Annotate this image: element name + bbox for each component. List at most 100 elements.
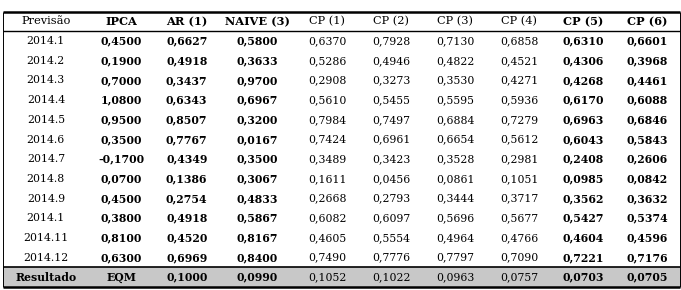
Text: 0,4306: 0,4306 — [563, 55, 604, 66]
Text: 0,3800: 0,3800 — [100, 213, 142, 224]
Text: 0,3500: 0,3500 — [236, 154, 278, 165]
Text: 2014.8: 2014.8 — [27, 174, 65, 184]
Text: 0,0990: 0,0990 — [237, 272, 278, 283]
Text: 0,9700: 0,9700 — [237, 75, 278, 86]
Text: 0,6170: 0,6170 — [563, 95, 604, 106]
Text: 0,6846: 0,6846 — [627, 114, 668, 125]
Text: 0,5610: 0,5610 — [308, 95, 347, 105]
Text: 0,6654: 0,6654 — [437, 135, 475, 144]
Text: 0,4964: 0,4964 — [437, 233, 475, 243]
Text: Previsão: Previsão — [21, 17, 71, 26]
Text: 0,1051: 0,1051 — [501, 174, 539, 184]
Text: 0,5677: 0,5677 — [501, 213, 539, 223]
Text: 0,0757: 0,0757 — [501, 272, 539, 282]
Text: 0,5612: 0,5612 — [501, 135, 539, 144]
Text: 0,2981: 0,2981 — [501, 154, 539, 164]
Text: 0,8100: 0,8100 — [100, 232, 142, 243]
Text: 0,4349: 0,4349 — [166, 154, 208, 165]
Text: 0,4461: 0,4461 — [627, 75, 668, 86]
Text: AR (1): AR (1) — [166, 16, 208, 27]
Text: 0,3717: 0,3717 — [501, 193, 539, 204]
Text: 0,6963: 0,6963 — [563, 114, 604, 125]
Text: 0,1611: 0,1611 — [308, 174, 347, 184]
Text: 2014.12: 2014.12 — [23, 253, 69, 262]
Text: 0,1386: 0,1386 — [166, 173, 208, 184]
Text: 0,0703: 0,0703 — [563, 272, 604, 283]
Text: 0,3528: 0,3528 — [437, 154, 475, 164]
Text: 0,5936: 0,5936 — [501, 95, 539, 105]
Text: 0,5427: 0,5427 — [563, 213, 604, 224]
Text: 0,3633: 0,3633 — [236, 55, 279, 66]
Text: 0,5800: 0,5800 — [237, 36, 278, 47]
Text: 0,4268: 0,4268 — [563, 75, 604, 86]
Text: 0,4605: 0,4605 — [308, 233, 347, 243]
Text: 0,7928: 0,7928 — [373, 36, 411, 46]
Text: 0,8400: 0,8400 — [237, 252, 278, 263]
Text: 0,3437: 0,3437 — [166, 75, 208, 86]
Text: 0,6082: 0,6082 — [308, 213, 347, 223]
Text: 0,5374: 0,5374 — [627, 213, 669, 224]
Text: 0,0705: 0,0705 — [627, 272, 668, 283]
Text: 0,3489: 0,3489 — [308, 154, 347, 164]
Text: 0,0842: 0,0842 — [627, 173, 668, 184]
Text: 0,4918: 0,4918 — [166, 213, 208, 224]
Text: 0,3968: 0,3968 — [627, 55, 668, 66]
Text: 0,1022: 0,1022 — [372, 272, 411, 282]
Text: Resultado: Resultado — [15, 272, 76, 283]
Text: 0,8507: 0,8507 — [166, 114, 208, 125]
Text: 0,4521: 0,4521 — [501, 56, 539, 66]
Text: 0,5595: 0,5595 — [437, 95, 475, 105]
Text: 2014.5: 2014.5 — [27, 115, 65, 125]
Text: 0,2668: 0,2668 — [308, 193, 347, 204]
Text: 0,7130: 0,7130 — [437, 36, 475, 46]
Text: 0,7490: 0,7490 — [308, 253, 347, 262]
Text: 0,3273: 0,3273 — [372, 75, 411, 86]
Text: 0,4833: 0,4833 — [236, 193, 278, 204]
Text: 0,7424: 0,7424 — [308, 135, 347, 144]
Text: 0,2754: 0,2754 — [166, 193, 208, 204]
Text: 0,4596: 0,4596 — [627, 232, 668, 243]
Text: 0,1900: 0,1900 — [100, 55, 142, 66]
Text: 0,2908: 0,2908 — [308, 75, 347, 86]
Text: 0,7000: 0,7000 — [100, 75, 142, 86]
Text: 0,5867: 0,5867 — [236, 213, 278, 224]
Text: 0,6310: 0,6310 — [563, 36, 604, 47]
Text: 0,3423: 0,3423 — [372, 154, 411, 164]
Text: 0,2408: 0,2408 — [563, 154, 604, 165]
Text: 0,5554: 0,5554 — [373, 233, 411, 243]
Text: 0,0963: 0,0963 — [437, 272, 475, 282]
Text: 0,6601: 0,6601 — [627, 36, 668, 47]
Text: NAIVE (3): NAIVE (3) — [225, 16, 290, 27]
Text: 2014.1: 2014.1 — [27, 36, 65, 46]
Text: 0,3562: 0,3562 — [563, 193, 604, 204]
Text: 0,1052: 0,1052 — [308, 272, 347, 282]
Text: 0,5286: 0,5286 — [308, 56, 347, 66]
Text: 0,7767: 0,7767 — [166, 134, 208, 145]
Text: 0,4946: 0,4946 — [373, 56, 411, 66]
Text: 0,3632: 0,3632 — [627, 193, 668, 204]
Text: -0,1700: -0,1700 — [98, 154, 144, 165]
Text: 0,4604: 0,4604 — [563, 232, 604, 243]
Text: 0,5696: 0,5696 — [437, 213, 475, 223]
Text: CP (5): CP (5) — [563, 16, 604, 27]
Text: 0,9500: 0,9500 — [100, 114, 142, 125]
Text: 0,6858: 0,6858 — [501, 36, 539, 46]
Text: 0,6627: 0,6627 — [166, 36, 208, 47]
Text: 0,6088: 0,6088 — [627, 95, 668, 106]
Text: 0,2793: 0,2793 — [373, 193, 411, 204]
Text: 2014.2: 2014.2 — [27, 56, 65, 66]
Text: CP (3): CP (3) — [437, 16, 473, 27]
Text: 0,0456: 0,0456 — [373, 174, 411, 184]
Text: 0,4271: 0,4271 — [501, 75, 539, 86]
Text: 0,4766: 0,4766 — [501, 233, 539, 243]
Text: 0,4822: 0,4822 — [437, 56, 475, 66]
Text: 0,3530: 0,3530 — [437, 75, 475, 86]
Text: 0,7797: 0,7797 — [437, 253, 475, 262]
Text: 0,3500: 0,3500 — [100, 134, 142, 145]
Text: 2014.6: 2014.6 — [27, 135, 65, 144]
Text: 0,6967: 0,6967 — [237, 95, 278, 106]
Text: 0,5455: 0,5455 — [373, 95, 411, 105]
Text: 0,2606: 0,2606 — [627, 154, 668, 165]
Text: 1,0800: 1,0800 — [100, 95, 142, 106]
Text: CP (1): CP (1) — [309, 16, 345, 27]
